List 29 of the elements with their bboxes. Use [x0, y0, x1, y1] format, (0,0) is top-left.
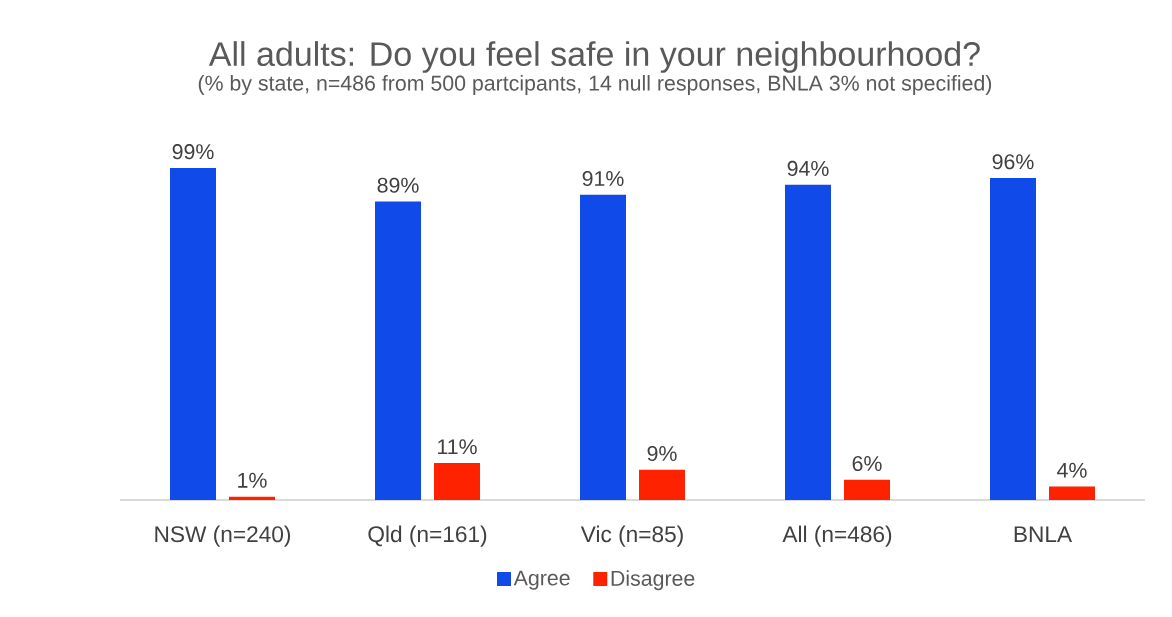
chart-subtitle: (% by state, n=486 from 500 partcipants, 14 null responses, BNLA 3% not specified)	[198, 75, 992, 95]
bar	[1048, 486, 1095, 500]
data-label: 94%	[787, 160, 829, 176]
data-label: 6%	[852, 455, 882, 472]
bar	[989, 178, 1036, 500]
x-tick-label: All (n=486)	[782, 525, 892, 547]
data-label: 1%	[238, 472, 267, 488]
bar	[785, 184, 831, 500]
bar	[434, 463, 481, 500]
data-label: 91%	[582, 170, 624, 187]
x-tick-label: Qld (n=161)	[368, 525, 487, 547]
bar	[844, 479, 890, 500]
bar	[375, 201, 422, 500]
data-label: 89%	[377, 177, 419, 193]
chart-title: All adults: Do you feel safe in your neighbourhood?	[208, 41, 980, 73]
data-label: 11%	[438, 439, 477, 455]
x-tick-label: BNLA	[1014, 526, 1073, 542]
bar	[170, 168, 217, 500]
bar	[229, 496, 276, 500]
legend-label: Disagree	[611, 570, 695, 591]
data-label: 4%	[1057, 462, 1087, 478]
bar	[580, 194, 626, 500]
x-tick-label: NSW (n=240)	[155, 525, 291, 547]
legend-label: Agree	[513, 570, 570, 590]
data-label: 9%	[647, 445, 677, 462]
data-label: 99%	[172, 144, 214, 160]
data-label: 96%	[992, 154, 1034, 170]
bar	[639, 469, 685, 500]
x-tick-label: Vic (n=85)	[580, 525, 683, 547]
